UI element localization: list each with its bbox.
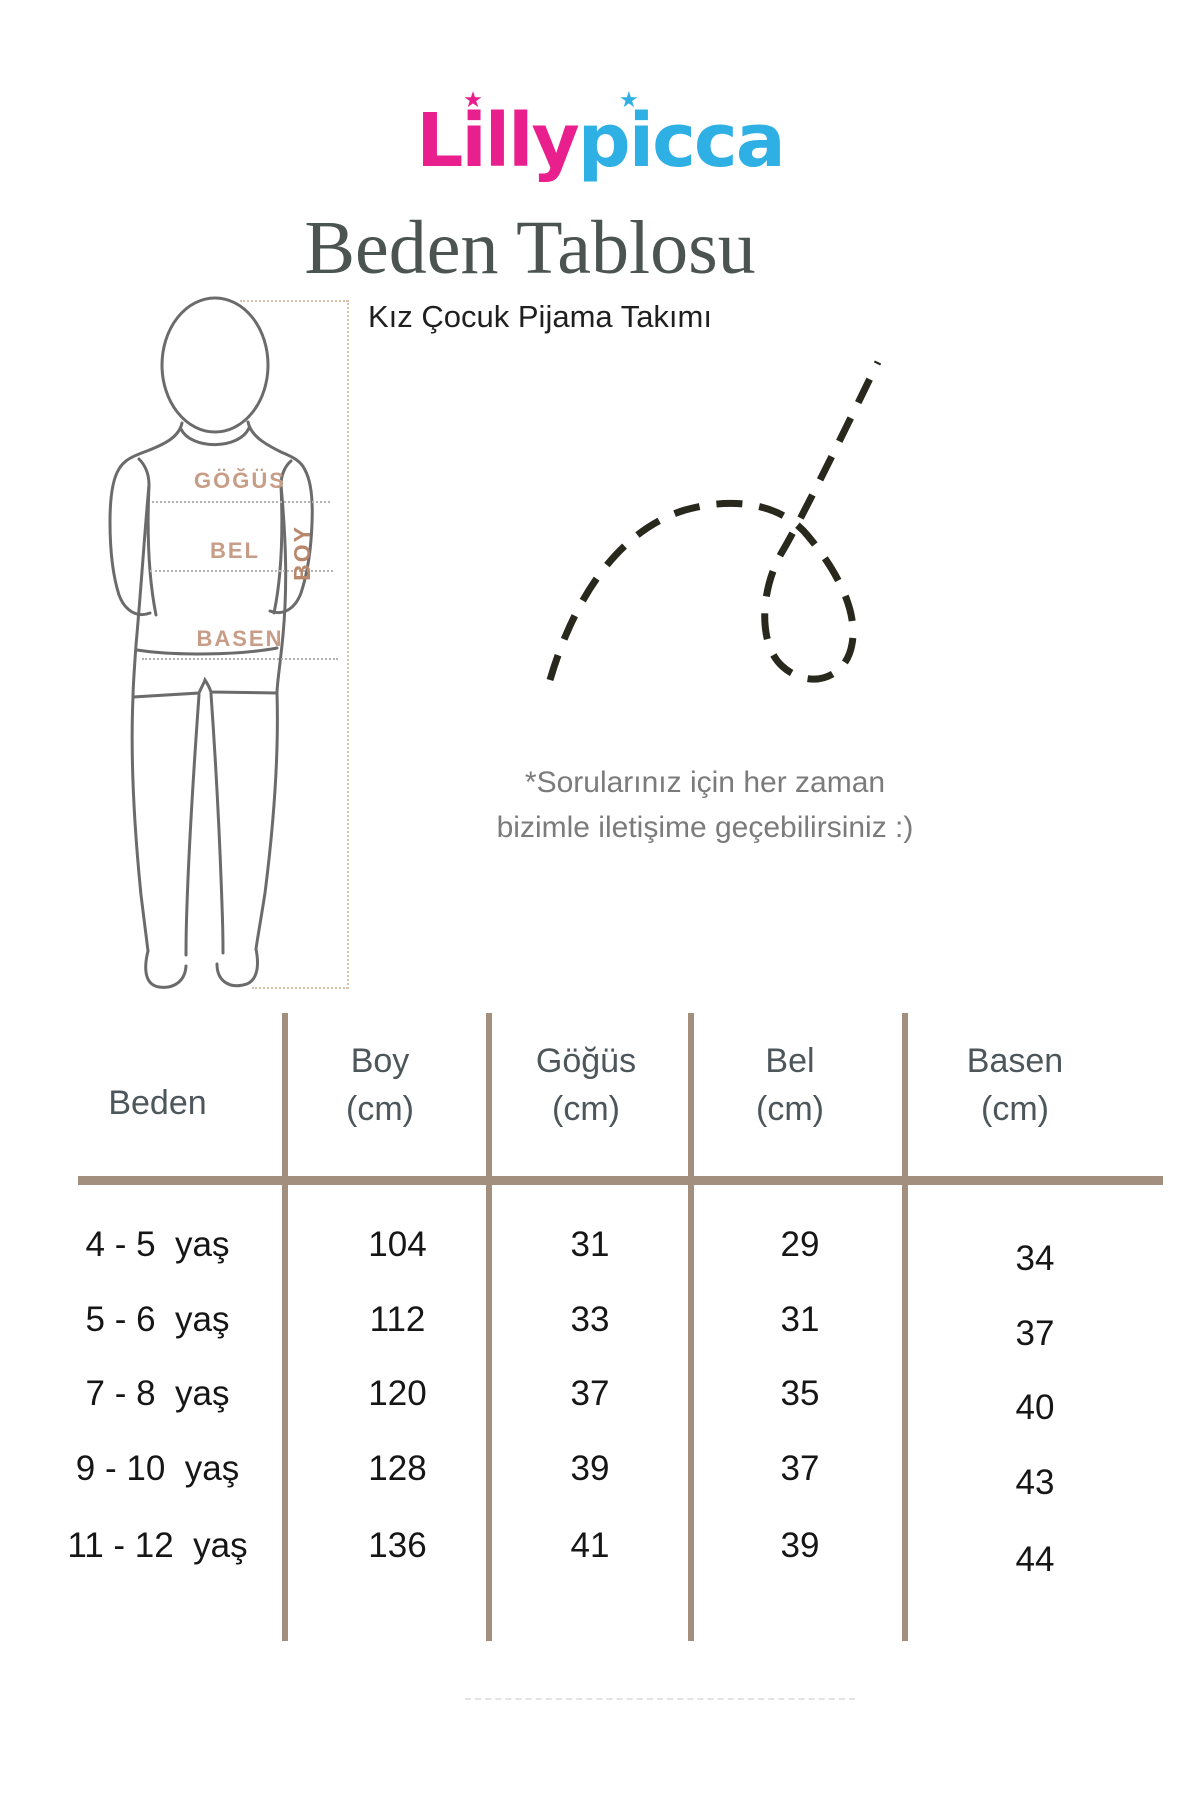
size-cell-bel: 37 (780, 1449, 820, 1488)
size-cell-boy: 112 (369, 1300, 426, 1339)
brand-logo-part-picca: picca ★ (577, 90, 786, 186)
size-cell-gogus: 31 (570, 1225, 610, 1264)
size-row-label: 9 - 10 yaş (75, 1449, 240, 1488)
star-icon: ★ (463, 88, 483, 113)
table-header-rule (78, 1176, 1163, 1185)
head-top-guide-line (240, 300, 348, 302)
contact-note-line1: *Sorularınız için her zaman (524, 766, 886, 799)
table-divider-vertical-3 (688, 1013, 694, 1641)
size-cell-gogus: 41 (570, 1526, 610, 1565)
size-cell-bel: 35 (780, 1374, 820, 1413)
size-cell-boy: 136 (368, 1526, 427, 1565)
size-cell-boy: 120 (368, 1374, 427, 1413)
contact-note: *Sorularınız için her zaman bizimle ilet… (455, 760, 955, 850)
faint-bottom-divider (465, 1698, 855, 1700)
size-cell-gogus: 39 (570, 1449, 610, 1488)
height-guide-line (347, 300, 349, 989)
brand-logo: Lilly ★ picca ★ (0, 90, 1200, 186)
waist-label: BEL (210, 538, 260, 563)
chest-measure-line (152, 501, 330, 503)
chest-label: GÖĞÜS (194, 468, 286, 493)
waist-measure-line (150, 570, 333, 572)
size-cell-gogus: 33 (570, 1300, 610, 1339)
height-label: BOY (289, 525, 315, 581)
column-header-bel-unit: (cm) (756, 1090, 824, 1128)
dashed-swoosh-decoration (546, 360, 882, 683)
size-cell-basen: 44 (1015, 1540, 1055, 1579)
column-header-basen: Basen (966, 1042, 1064, 1080)
brand-text-picca: picca (577, 98, 786, 184)
size-row-label: 11 - 12 yaş (67, 1526, 248, 1565)
brand-text-lilly: Lilly (416, 98, 579, 184)
column-header-boy-unit: (cm) (346, 1090, 414, 1128)
brand-logo-part-lilly: Lilly ★ (416, 90, 579, 186)
column-header-bel: Bel (765, 1042, 815, 1080)
size-cell-bel: 29 (780, 1225, 820, 1264)
size-row-label: 4 - 5 yaş (85, 1225, 230, 1264)
feet-guide-line (252, 987, 348, 989)
size-cell-boy: 104 (368, 1225, 427, 1264)
page-title: Beden Tablosu (304, 206, 756, 290)
size-cell-bel: 39 (780, 1526, 820, 1565)
size-row-label: 5 - 6 yaş (85, 1300, 230, 1339)
column-header-beden: Beden (108, 1084, 207, 1122)
hip-measure-line (142, 658, 338, 660)
table-divider-vertical-4 (902, 1013, 908, 1641)
size-cell-basen: 37 (1015, 1314, 1055, 1353)
size-cell-boy: 128 (368, 1449, 427, 1488)
hip-label: BASEN (196, 626, 284, 651)
size-row-label: 7 - 8 yaş (85, 1374, 230, 1413)
star-icon: ★ (618, 88, 639, 113)
page-subtitle: Kız Çocuk Pijama Takımı (368, 299, 712, 334)
table-divider-vertical-2 (486, 1013, 492, 1641)
child-mannequin-drawing (108, 296, 314, 989)
table-divider-vertical-1 (282, 1013, 288, 1641)
size-cell-basen: 43 (1015, 1463, 1055, 1502)
column-header-basen-unit: (cm) (981, 1090, 1049, 1128)
column-header-gogus: Göğüs (535, 1042, 637, 1080)
contact-note-line2: bizimle iletişime geçebilirsiniz :) (496, 811, 914, 844)
size-cell-basen: 34 (1015, 1239, 1055, 1278)
size-cell-gogus: 37 (570, 1374, 610, 1413)
size-cell-bel: 31 (780, 1300, 820, 1339)
column-header-gogus-unit: (cm) (552, 1090, 620, 1128)
column-header-boy: Boy (350, 1042, 410, 1080)
size-cell-basen: 40 (1015, 1388, 1055, 1427)
